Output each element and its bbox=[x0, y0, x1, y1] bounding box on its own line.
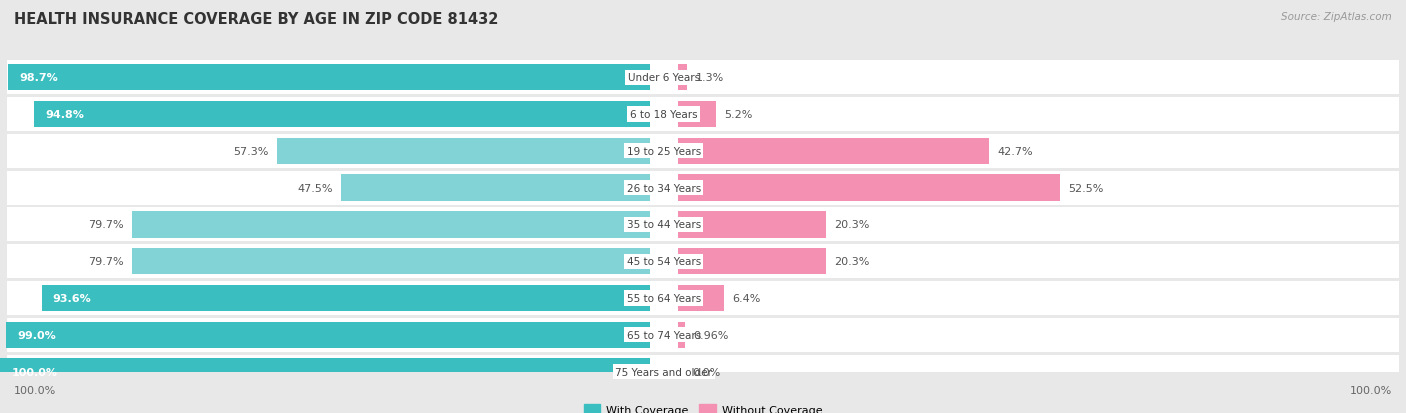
Bar bbox=[678, 322, 685, 348]
Text: 98.7%: 98.7% bbox=[20, 73, 59, 83]
Bar bbox=[678, 175, 1060, 202]
Bar bbox=[277, 138, 650, 165]
Bar bbox=[678, 248, 825, 275]
Bar bbox=[7, 322, 650, 348]
Bar bbox=[132, 248, 650, 275]
Text: HEALTH INSURANCE COVERAGE BY AGE IN ZIP CODE 81432: HEALTH INSURANCE COVERAGE BY AGE IN ZIP … bbox=[14, 12, 499, 27]
Bar bbox=[0, 358, 650, 385]
Text: 0.0%: 0.0% bbox=[692, 367, 720, 377]
Text: 20.3%: 20.3% bbox=[834, 256, 869, 266]
Text: 57.3%: 57.3% bbox=[233, 147, 269, 157]
Bar bbox=[7, 244, 1399, 278]
Text: 65 to 74 Years: 65 to 74 Years bbox=[627, 330, 700, 340]
Text: 6.4%: 6.4% bbox=[733, 293, 761, 303]
Text: 52.5%: 52.5% bbox=[1069, 183, 1104, 193]
Bar bbox=[7, 208, 1399, 242]
Text: 20.3%: 20.3% bbox=[834, 220, 869, 230]
Text: 35 to 44 Years: 35 to 44 Years bbox=[627, 220, 700, 230]
Text: 47.5%: 47.5% bbox=[297, 183, 333, 193]
Bar bbox=[42, 285, 650, 311]
Bar bbox=[7, 61, 1399, 95]
Text: 94.8%: 94.8% bbox=[45, 110, 84, 120]
Text: 79.7%: 79.7% bbox=[87, 220, 124, 230]
Bar bbox=[678, 285, 724, 311]
Bar bbox=[678, 138, 988, 165]
Text: 0.96%: 0.96% bbox=[693, 330, 728, 340]
Text: 42.7%: 42.7% bbox=[997, 147, 1033, 157]
Text: 55 to 64 Years: 55 to 64 Years bbox=[627, 293, 700, 303]
Bar bbox=[34, 102, 650, 128]
Text: 75 Years and older: 75 Years and older bbox=[616, 367, 711, 377]
Text: 99.0%: 99.0% bbox=[18, 330, 56, 340]
Bar bbox=[7, 318, 1399, 352]
Bar bbox=[678, 102, 716, 128]
Text: 93.6%: 93.6% bbox=[53, 293, 91, 303]
Bar bbox=[132, 211, 650, 238]
Bar bbox=[7, 171, 1399, 205]
Text: 6 to 18 Years: 6 to 18 Years bbox=[630, 110, 697, 120]
Text: 19 to 25 Years: 19 to 25 Years bbox=[627, 147, 700, 157]
Text: 1.3%: 1.3% bbox=[696, 73, 724, 83]
Text: 5.2%: 5.2% bbox=[724, 110, 752, 120]
Text: Under 6 Years: Under 6 Years bbox=[627, 73, 700, 83]
Text: 26 to 34 Years: 26 to 34 Years bbox=[627, 183, 700, 193]
Bar bbox=[678, 211, 825, 238]
Text: Source: ZipAtlas.com: Source: ZipAtlas.com bbox=[1281, 12, 1392, 22]
Text: 100.0%: 100.0% bbox=[11, 367, 58, 377]
Text: 100.0%: 100.0% bbox=[1350, 385, 1392, 395]
Bar bbox=[342, 175, 650, 202]
Legend: With Coverage, Without Coverage: With Coverage, Without Coverage bbox=[579, 400, 827, 413]
Bar bbox=[8, 65, 650, 91]
Bar bbox=[678, 65, 688, 91]
Bar bbox=[7, 281, 1399, 315]
Bar bbox=[7, 355, 1399, 389]
Bar bbox=[7, 135, 1399, 169]
Text: 45 to 54 Years: 45 to 54 Years bbox=[627, 256, 700, 266]
Text: 100.0%: 100.0% bbox=[14, 385, 56, 395]
Bar bbox=[7, 98, 1399, 132]
Text: 79.7%: 79.7% bbox=[87, 256, 124, 266]
